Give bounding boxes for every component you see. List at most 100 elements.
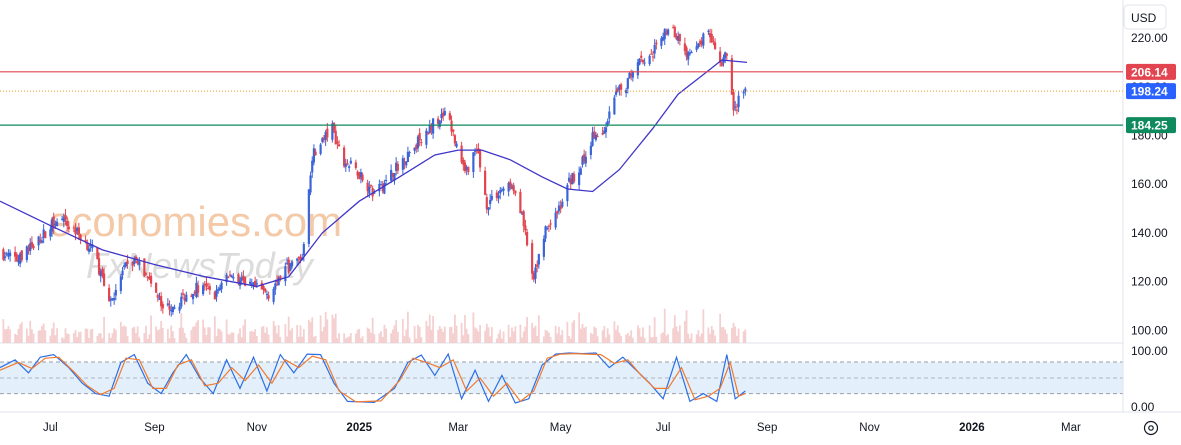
candle-body bbox=[183, 298, 186, 301]
candle-body bbox=[109, 299, 112, 301]
volume-bar bbox=[368, 328, 371, 343]
volume-bar bbox=[160, 320, 163, 343]
volume-bar bbox=[74, 330, 77, 343]
volume-bar bbox=[554, 325, 557, 343]
candle-body bbox=[191, 293, 195, 300]
candle-body bbox=[702, 33, 705, 46]
price-tick-label: 100.00 bbox=[1131, 323, 1168, 337]
volume-bar bbox=[650, 337, 653, 343]
volume-bar bbox=[326, 319, 329, 343]
candle-body bbox=[289, 263, 292, 271]
volume-bar bbox=[549, 336, 552, 343]
volume-bar bbox=[5, 329, 8, 343]
candle-body bbox=[8, 252, 12, 257]
candle-body bbox=[672, 27, 675, 29]
volume-bar bbox=[534, 325, 537, 343]
volume-bar bbox=[378, 333, 381, 343]
volume-bar bbox=[182, 327, 184, 343]
volume-bar bbox=[438, 325, 441, 343]
volume-bar bbox=[603, 326, 606, 343]
volume-bar bbox=[286, 336, 288, 343]
candle-body bbox=[354, 162, 357, 169]
volume-bar bbox=[314, 335, 317, 343]
candle-body bbox=[626, 78, 629, 89]
candle-body bbox=[396, 163, 399, 171]
volume-bar bbox=[143, 333, 146, 343]
volume-bar bbox=[390, 333, 393, 343]
candle-body bbox=[700, 40, 703, 45]
candle-body bbox=[744, 88, 747, 92]
candle-body bbox=[2, 249, 5, 260]
volume-bar bbox=[242, 325, 245, 343]
volume-bar bbox=[589, 332, 592, 343]
candle-body bbox=[143, 258, 146, 277]
volume-bar bbox=[702, 309, 705, 343]
volume-bar bbox=[254, 329, 257, 343]
candle-body bbox=[487, 207, 490, 210]
volume-bar bbox=[289, 330, 292, 343]
candle-body bbox=[455, 143, 458, 147]
volume-bar bbox=[113, 328, 116, 343]
candle-body bbox=[452, 129, 455, 132]
volume-bar bbox=[665, 335, 668, 343]
candle-body bbox=[556, 211, 559, 214]
volume-bar bbox=[62, 338, 65, 343]
currency-button[interactable]: USD bbox=[1123, 4, 1167, 30]
volume-bar bbox=[76, 337, 79, 343]
time-tick-label: Jul bbox=[43, 422, 58, 434]
candle-body bbox=[67, 226, 70, 230]
volume-bar bbox=[37, 330, 40, 343]
volume-bar bbox=[7, 326, 10, 343]
time-tick-label: Jul bbox=[656, 422, 671, 434]
candle-body bbox=[628, 72, 631, 79]
volume-bar bbox=[29, 320, 32, 343]
candle-body bbox=[202, 285, 205, 295]
stochastic-k-line bbox=[0, 352, 746, 404]
candle-body bbox=[460, 145, 463, 163]
volume-bar bbox=[489, 336, 492, 343]
candle-body bbox=[136, 261, 139, 264]
candle-body bbox=[225, 274, 228, 283]
candle-body bbox=[227, 277, 230, 279]
time-tick-label: 2026 bbox=[959, 422, 985, 434]
volume-bar bbox=[707, 327, 710, 343]
candle-body bbox=[275, 281, 279, 283]
volume-bar bbox=[566, 321, 569, 343]
volume-bar bbox=[42, 323, 45, 343]
volume-bar bbox=[568, 335, 570, 343]
volume-bar bbox=[349, 333, 352, 343]
candle-body bbox=[430, 125, 433, 131]
volume-bar bbox=[158, 329, 161, 343]
candle-body bbox=[331, 123, 334, 140]
candle-body bbox=[314, 151, 317, 156]
volume-bar bbox=[291, 328, 293, 343]
candle-body bbox=[185, 294, 188, 302]
volume-bar bbox=[744, 329, 747, 343]
candle-body bbox=[324, 131, 327, 141]
volume-bar bbox=[440, 328, 443, 343]
volume-bar bbox=[618, 332, 621, 343]
volume-bar bbox=[673, 314, 676, 343]
volume-bar bbox=[264, 332, 267, 343]
candle-body bbox=[25, 246, 28, 261]
candle-body bbox=[358, 172, 361, 179]
volume-bar bbox=[495, 338, 498, 343]
candle-body bbox=[606, 121, 609, 125]
settings-icon[interactable] bbox=[1143, 420, 1159, 436]
candle-body bbox=[608, 111, 611, 119]
volume-bar bbox=[56, 328, 58, 343]
candle-body bbox=[589, 145, 592, 155]
volume-bar bbox=[108, 332, 111, 343]
volume-bar bbox=[296, 325, 299, 343]
volume-bar bbox=[699, 336, 701, 343]
candle-body bbox=[442, 112, 445, 117]
candle-body bbox=[155, 282, 158, 293]
volume-bar bbox=[719, 313, 722, 343]
stochastic-tick-0: 0.00 bbox=[1131, 400, 1155, 414]
volume-bar bbox=[643, 337, 646, 343]
volume-bar bbox=[361, 336, 364, 343]
candle-body bbox=[97, 258, 101, 275]
time-tick-label: Mar bbox=[1061, 422, 1081, 434]
candle-body bbox=[336, 141, 339, 144]
